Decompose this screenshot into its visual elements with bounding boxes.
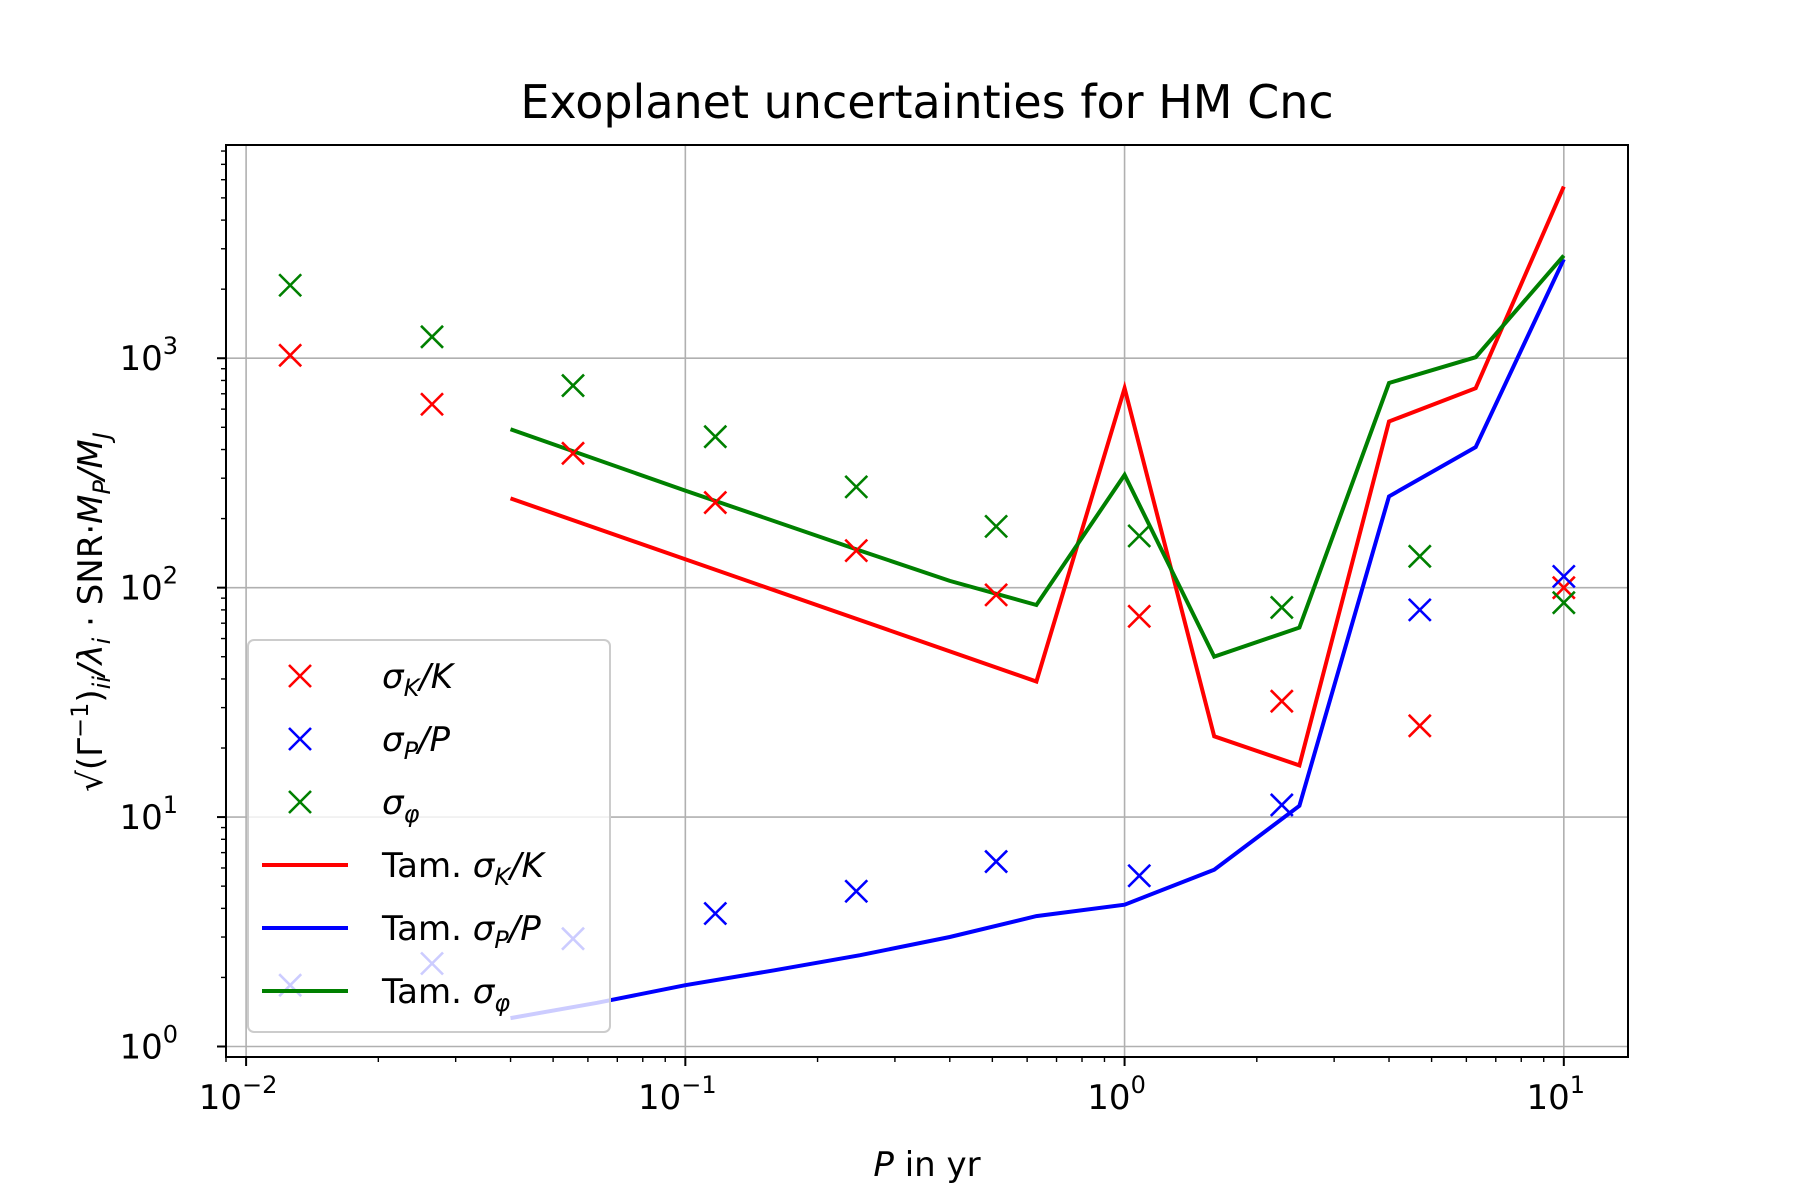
scatter-point-1 — [1127, 604, 1152, 629]
legend-entry: σP/P — [288, 720, 451, 765]
scatter-point-1 — [278, 343, 303, 368]
scatter-point-3 — [278, 273, 303, 298]
x-tick-label: 10−1 — [638, 1071, 717, 1118]
x-tick-label: 10−2 — [199, 1071, 278, 1118]
scatter-point-2 — [1407, 597, 1432, 622]
scatter-point-1 — [561, 441, 585, 466]
scatter-point-3 — [1407, 544, 1432, 569]
scatter-point-3 — [420, 324, 444, 349]
scatter-point-3 — [984, 514, 1009, 539]
y-tick-label: 101 — [119, 791, 178, 838]
axis-ticks: 10−2 10−1 100 101 100 101 102 103 — [119, 150, 1586, 1118]
scatter-point-3 — [844, 474, 869, 499]
legend-label: σφ — [382, 783, 420, 828]
scatter-point-2 — [1127, 863, 1152, 888]
scatter-point-3 — [1269, 595, 1294, 620]
legend-label: σK/K — [382, 657, 456, 702]
legend-label: σP/P — [382, 720, 451, 765]
scatter-point-2 — [703, 901, 728, 926]
scatter-point-2 — [1551, 564, 1576, 589]
legend-entry: Tam. σφ — [262, 972, 510, 1017]
scatter-point-3 — [703, 424, 728, 449]
scatter-point-1 — [1407, 713, 1432, 738]
line-series-2 — [510, 258, 1566, 1021]
plot-data — [278, 185, 1576, 1021]
y-axis-label: √(Γ−1)ii/λi · SNR·MP/MJ — [66, 432, 116, 792]
scatter-point-1 — [844, 538, 869, 563]
scatter-point-2 — [844, 879, 869, 904]
x-tick-label: 100 — [1087, 1071, 1146, 1118]
legend-entry: σK/K — [288, 657, 456, 702]
legend-label: Tam. σφ — [381, 972, 510, 1017]
legend-entry: Tam. σK/K — [262, 846, 546, 891]
scatter-point-1 — [984, 582, 1009, 607]
scatter-point-2 — [984, 849, 1009, 874]
legend-label: Tam. σK/K — [381, 846, 546, 891]
y-tick-label: 100 — [119, 1021, 178, 1068]
legend-box — [247, 639, 611, 1033]
scatter-point-3 — [1127, 524, 1152, 548]
y-tick-label: 102 — [119, 562, 178, 609]
chart-title: Exoplanet uncertainties for HM Cnc — [520, 75, 1333, 129]
line-series-3 — [509, 254, 1566, 660]
legend-entry: σφ — [288, 783, 420, 828]
scatter-point-1 — [420, 392, 444, 417]
scatter-point-3 — [1551, 590, 1576, 615]
scatter-point-1 — [703, 490, 728, 515]
legend-label: Tam. σP/P — [381, 909, 541, 954]
scatter-point-1 — [1269, 689, 1294, 714]
y-tick-label: 103 — [119, 332, 178, 379]
x-tick-label: 101 — [1527, 1071, 1586, 1118]
scatter-point-3 — [561, 373, 585, 398]
x-axis-label: P in yr — [873, 1145, 980, 1185]
legend-entry: Tam. σP/P — [262, 909, 541, 954]
scatter-point-2 — [1269, 792, 1294, 817]
legend: σK/K σP/P σφ Tam. σK/K Tam. σP/P Tam. σφ — [247, 639, 611, 1033]
plot-frame — [225, 144, 1629, 1058]
line-series-1 — [509, 185, 1566, 768]
